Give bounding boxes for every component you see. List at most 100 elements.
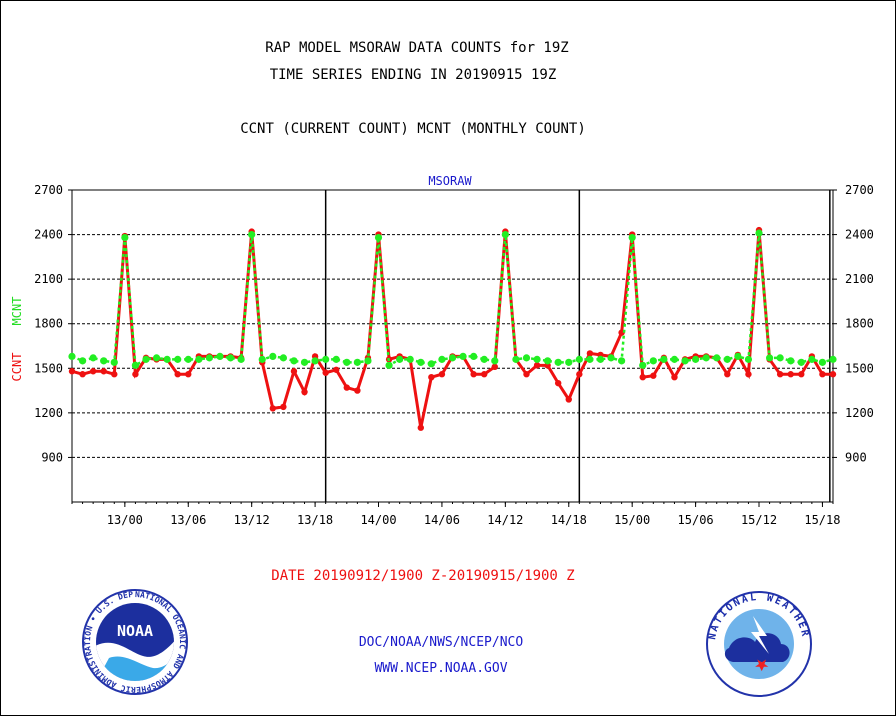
data-point-mcnt	[100, 357, 108, 365]
data-point-mcnt	[829, 355, 837, 363]
data-point-mcnt	[670, 355, 679, 363]
data-point-ccnt	[819, 371, 826, 378]
noaa-logo: NATIONAL OCEANIC AND ATMOSPHERIC ADMINIS…	[82, 589, 188, 695]
data-point-ccnt	[576, 371, 583, 378]
data-point-ccnt	[343, 384, 351, 391]
x-tick-label: 15/00	[614, 513, 650, 527]
data-point-mcnt	[258, 355, 266, 363]
data-point-mcnt	[110, 358, 118, 366]
data-point-mcnt	[364, 357, 372, 365]
data-point-mcnt	[565, 358, 573, 366]
y-tick-label-right: 2700	[845, 183, 874, 197]
data-point-mcnt	[248, 230, 256, 239]
data-point-mcnt	[639, 361, 647, 369]
data-point-mcnt	[681, 357, 689, 365]
data-point-ccnt	[290, 368, 298, 375]
data-point-ccnt	[333, 366, 340, 373]
y-tick-label-right: 1800	[845, 317, 874, 331]
data-point-ccnt	[111, 371, 118, 378]
data-point-mcnt	[311, 357, 319, 365]
data-point-mcnt	[554, 358, 562, 366]
data-point-mcnt	[744, 355, 753, 363]
data-point-mcnt	[501, 230, 509, 239]
data-point-ccnt	[174, 371, 181, 378]
data-point-mcnt	[68, 352, 76, 360]
data-point-mcnt	[797, 358, 805, 366]
title-line-1: RAP MODEL MSORAW DATA COUNTS for 19Z	[265, 40, 568, 56]
data-point-ccnt	[354, 387, 361, 394]
data-point-mcnt	[575, 355, 583, 363]
data-point-mcnt	[544, 357, 552, 365]
data-point-mcnt	[480, 355, 488, 363]
data-point-ccnt	[533, 362, 541, 369]
data-point-mcnt	[438, 355, 446, 363]
data-point-mcnt	[649, 357, 657, 365]
date-range: DATE 20190912/1900 Z-20190915/1900 Z	[271, 568, 574, 584]
x-tick-label: 13/00	[107, 513, 143, 527]
data-point-mcnt	[702, 354, 710, 362]
y-tick-label-left: 2700	[34, 183, 63, 197]
data-point-mcnt	[89, 354, 97, 362]
data-point-ccnt	[438, 371, 446, 378]
data-point-mcnt	[818, 358, 827, 366]
org-line: DOC/NOAA/NWS/NCEP/NCO	[359, 635, 524, 650]
data-point-mcnt	[396, 355, 404, 363]
data-point-ccnt	[724, 371, 731, 378]
data-point-mcnt	[269, 352, 277, 360]
data-point-mcnt	[691, 355, 700, 363]
data-point-ccnt	[776, 371, 784, 378]
data-point-ccnt	[301, 388, 308, 396]
data-point-mcnt	[322, 355, 330, 363]
data-point-mcnt	[343, 358, 351, 366]
data-point-mcnt	[417, 358, 425, 366]
data-point-ccnt	[100, 368, 107, 375]
series-line-mcnt	[71, 232, 834, 368]
x-tick-label: 15/18	[804, 513, 840, 527]
data-point-ccnt	[523, 371, 530, 378]
data-point-mcnt	[787, 357, 795, 365]
x-tick-label: 14/00	[360, 513, 396, 527]
data-point-ccnt	[565, 396, 572, 403]
data-point-mcnt	[586, 355, 594, 363]
data-point-mcnt	[808, 355, 816, 363]
url-line: WWW.NCEP.NOAA.GOV	[374, 661, 507, 676]
ylabel-mcnt: MCNT	[10, 297, 24, 326]
data-point-mcnt	[184, 355, 192, 363]
data-point-mcnt	[142, 355, 150, 363]
x-tick-label: 14/06	[424, 513, 460, 527]
y-tick-label-left: 1500	[34, 361, 63, 375]
data-point-mcnt	[660, 355, 668, 363]
y-tick-label-right: 1200	[845, 406, 874, 420]
data-point-ccnt	[417, 424, 424, 431]
data-point-mcnt	[776, 354, 784, 362]
data-point-ccnt	[185, 371, 192, 378]
title-line-2: TIME SERIES ENDING IN 20190915 19Z	[270, 67, 557, 83]
data-point-ccnt	[798, 371, 805, 378]
data-point-ccnt	[428, 374, 435, 381]
data-point-mcnt	[216, 352, 224, 360]
subtitle: CCNT (CURRENT COUNT) MCNT (MONTHLY COUNT…	[240, 121, 586, 137]
data-point-mcnt	[427, 360, 435, 368]
data-point-ccnt	[280, 403, 287, 411]
y-tick-label-left: 2100	[34, 272, 63, 286]
data-point-mcnt	[470, 352, 478, 360]
data-point-mcnt	[279, 354, 287, 362]
data-point-ccnt	[89, 368, 97, 375]
x-tick-label: 13/06	[170, 513, 206, 527]
data-point-ccnt	[470, 371, 477, 378]
data-point-mcnt	[385, 361, 393, 369]
data-point-mcnt	[713, 354, 721, 362]
data-point-mcnt	[226, 354, 235, 362]
x-tick-label: 14/12	[487, 513, 523, 527]
data-point-mcnt	[131, 361, 140, 369]
y-tick-label-right: 900	[845, 450, 867, 464]
series-line-ccnt	[71, 229, 833, 429]
data-point-mcnt	[618, 357, 626, 365]
y-tick-label-left: 900	[41, 450, 63, 464]
data-point-mcnt	[152, 354, 161, 362]
y-tick-label-right: 2400	[845, 228, 874, 242]
x-tick-label: 13/18	[297, 513, 333, 527]
y-tick-label-right: 2100	[845, 272, 874, 286]
